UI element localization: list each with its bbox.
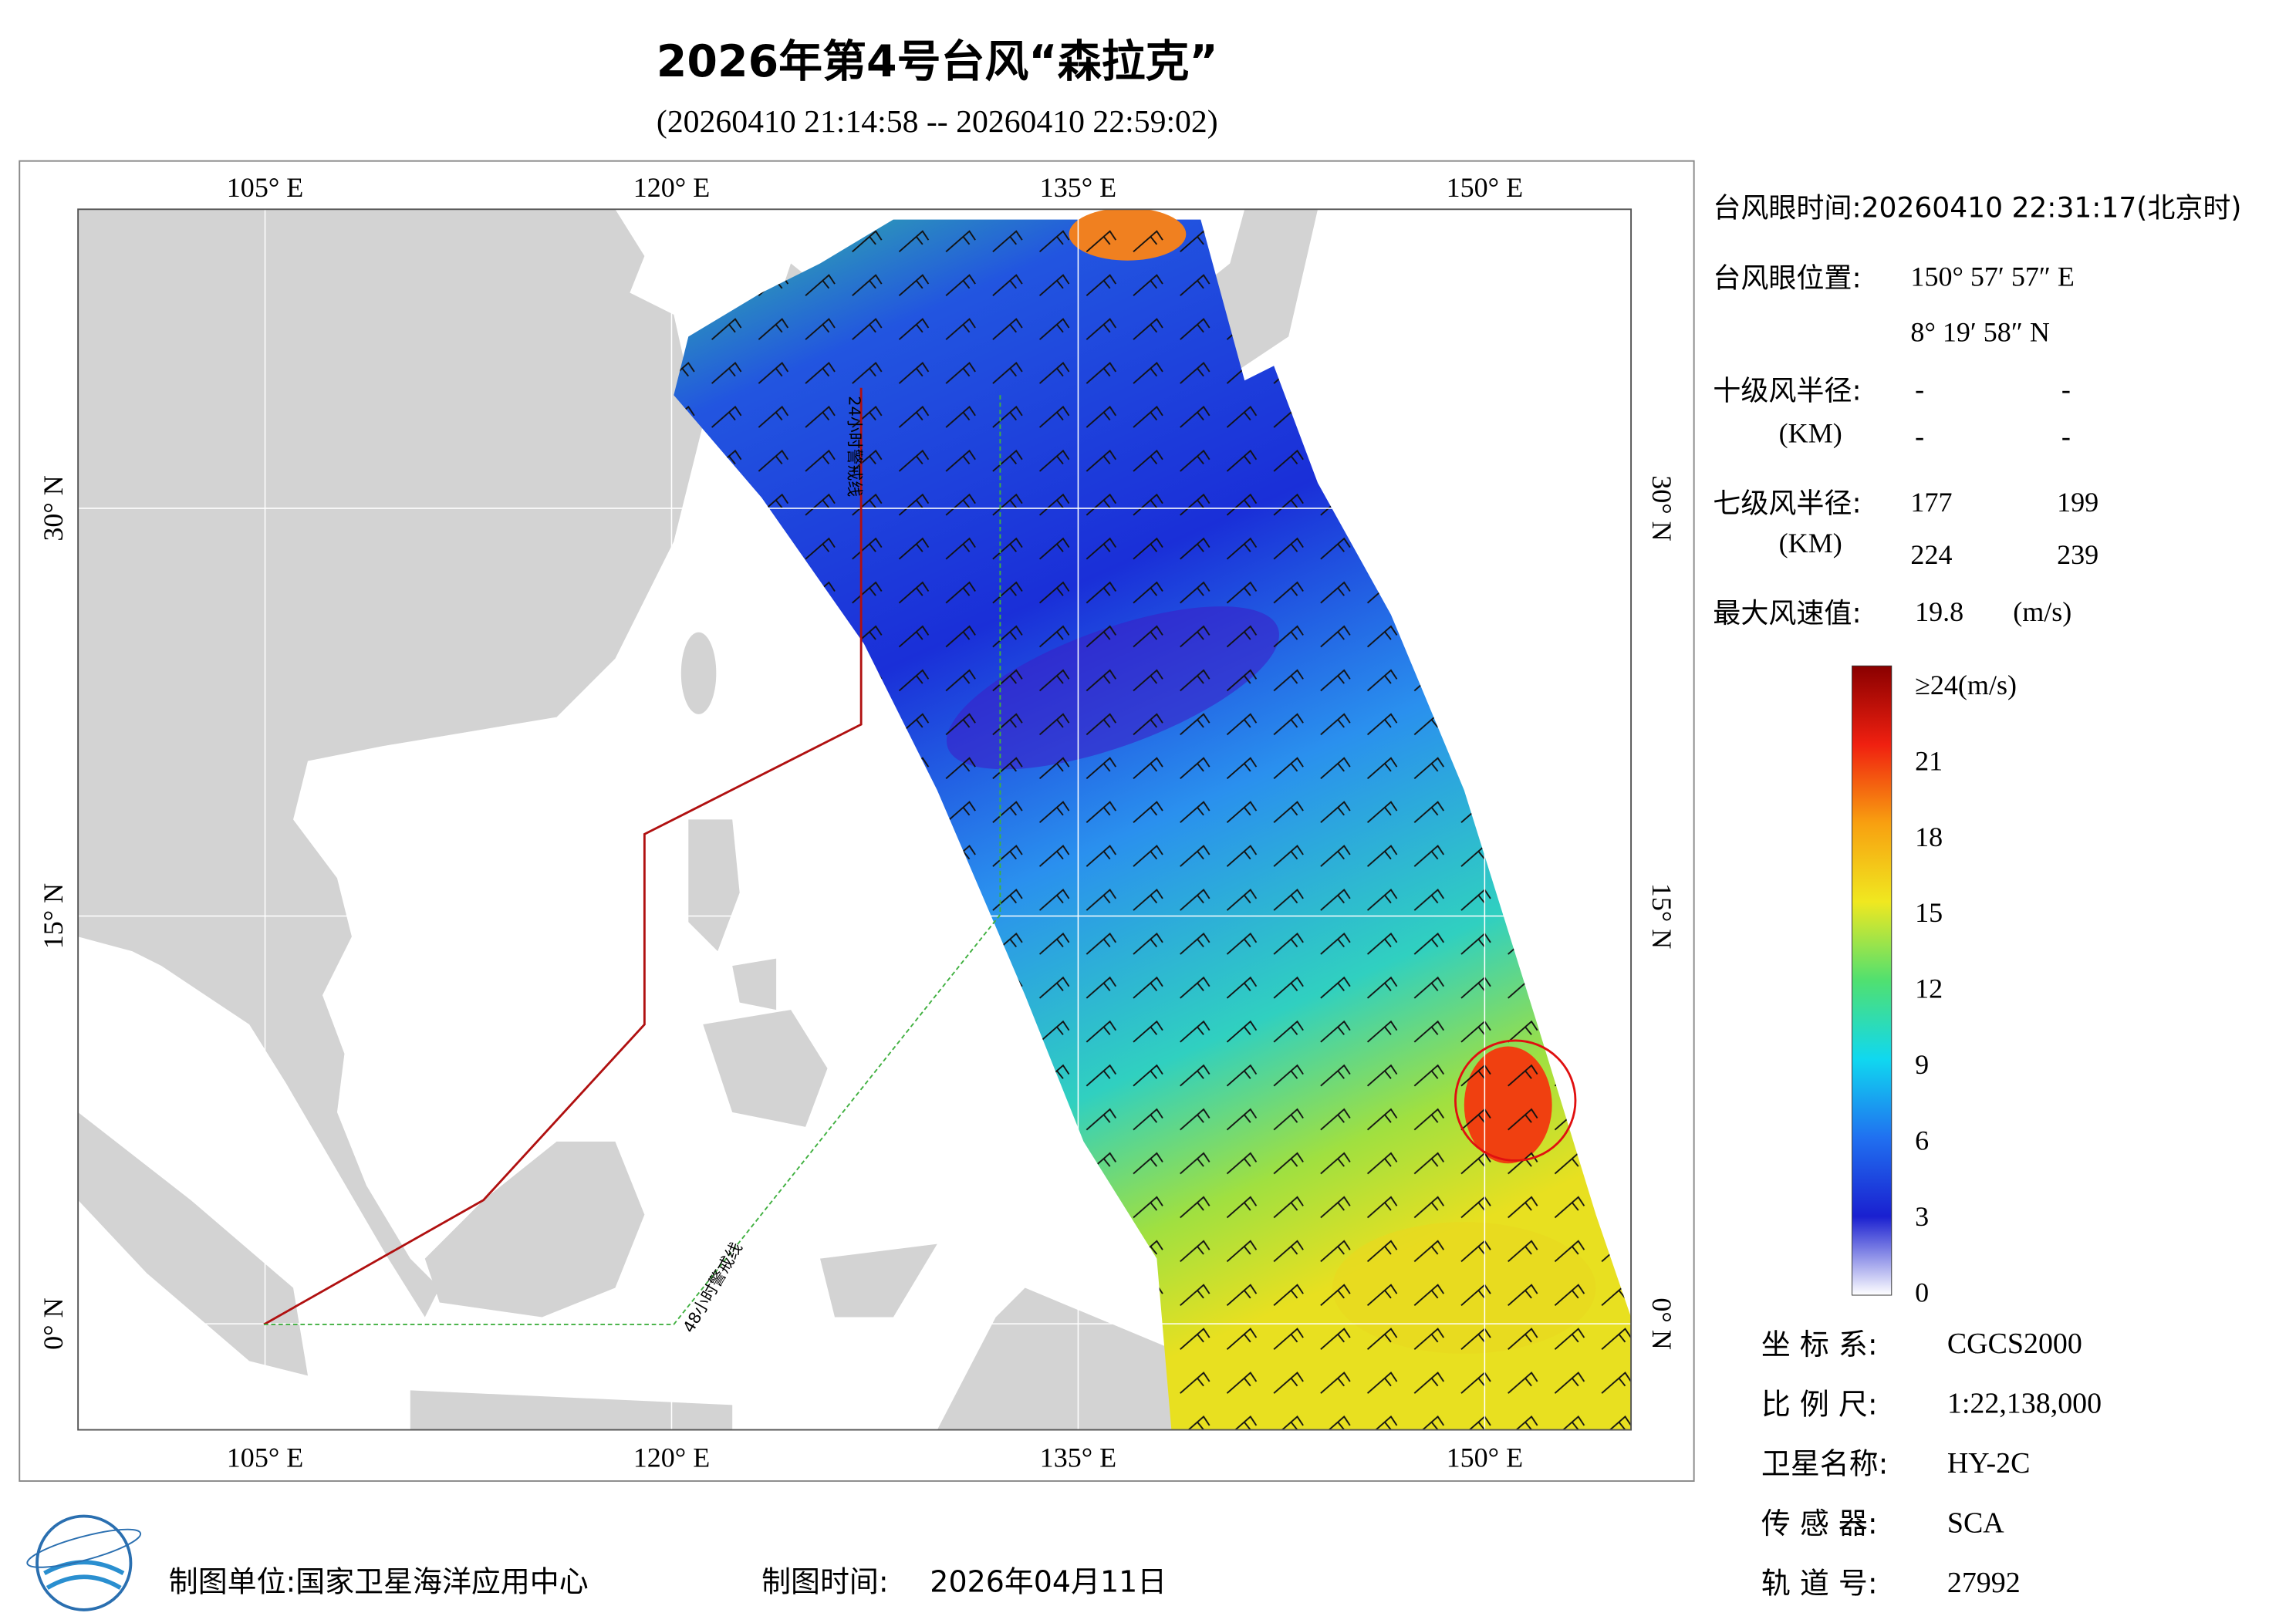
meta-value: 1:22,138,000 <box>1947 1388 2102 1420</box>
info-panel: 台风眼时间:20260410 22:31:17(北京时) 台风眼位置: 150°… <box>1713 192 2241 629</box>
lon-label: 135° E <box>1040 172 1116 203</box>
map-frame <box>19 160 1695 1482</box>
colorbar-label: ≥24(m/s) <box>1915 670 2017 700</box>
warning-label-24h: 24小时警戒线 <box>846 396 864 497</box>
colorbar-label: 9 <box>1915 1049 1929 1080</box>
colorbar-label: 12 <box>1915 973 1943 1004</box>
eye-lat: 8° 19′ 58″ N <box>1910 317 2049 348</box>
meta-label: 坐 标 系: <box>1761 1328 1878 1361</box>
meta-value: CGCS2000 <box>1947 1328 2082 1360</box>
title: 2026年第4号台风“森拉克” <box>657 36 1218 87</box>
r7-value: 199 <box>2057 487 2098 518</box>
meta-label: 轨 道 号: <box>1761 1567 1878 1601</box>
r7-value: 239 <box>2057 539 2098 570</box>
meta-label: 比 例 尺: <box>1761 1387 1878 1421</box>
max-unit: (m/s) <box>2013 596 2071 627</box>
colorbar-label: 6 <box>1915 1125 1929 1156</box>
r7-unit: (KM) <box>1779 528 1842 558</box>
max-value: 19.8 <box>1915 596 1963 627</box>
warning-line-48h <box>264 395 1001 1325</box>
lon-label: 150° E <box>1447 172 1523 203</box>
lon-label: 120° E <box>633 172 710 203</box>
colorbar-label: 3 <box>1915 1201 1929 1232</box>
footer-time: 2026年04月11日 <box>930 1564 1167 1598</box>
r10-value: - <box>2061 374 2071 405</box>
r7-label: 七级风半径: <box>1713 488 1861 520</box>
lat-label: 30° N <box>38 475 69 541</box>
colorbar-label: 0 <box>1915 1277 1929 1308</box>
meta-value: HY-2C <box>1947 1447 2031 1480</box>
lat-label: 30° N <box>1646 475 1677 541</box>
r10-unit: (KM) <box>1779 418 1842 449</box>
typhoon-circle <box>1454 1039 1577 1162</box>
lon-label: 135° E <box>1040 1442 1116 1473</box>
colorbar-label: 15 <box>1915 897 1943 928</box>
subtitle: (20260410 21:14:58 -- 20260410 22:59:02) <box>657 104 1218 140</box>
meta-value: 27992 <box>1947 1567 2021 1599</box>
map-border <box>77 208 1633 1431</box>
meta-label: 传 感 器: <box>1761 1507 1878 1540</box>
r10-value: - <box>2061 420 2071 451</box>
warning-line-24h <box>263 387 863 1326</box>
lat-label: 0° N <box>38 1297 69 1349</box>
max-label: 最大风速值: <box>1713 598 1861 629</box>
lon-label: 120° E <box>633 1442 710 1473</box>
colorbar-label: 18 <box>1915 822 1943 852</box>
eye-time: 台风眼时间:20260410 22:31:17(北京时) <box>1713 192 2241 224</box>
metadata: 坐 标 系: CGCS2000 比 例 尺: 1:22,138,000 卫星名称: HY-… <box>1761 1328 2102 1601</box>
lat-label: 0° N <box>1646 1297 1677 1349</box>
footer-unit: 制图单位:国家卫星海洋应用中心 <box>169 1564 589 1598</box>
r10-label: 十级风半径: <box>1713 375 1861 407</box>
meta-label: 卫星名称: <box>1761 1447 1889 1481</box>
lon-label: 105° E <box>227 172 303 203</box>
map-area: 24小时警戒线 48小时警戒线 <box>78 209 1632 1430</box>
lon-label: 105° E <box>227 1442 303 1473</box>
graticule <box>78 209 1632 1430</box>
r7-value: 224 <box>1910 539 1952 570</box>
lat-label: 15° N <box>1646 883 1677 949</box>
r7-value: 177 <box>1910 487 1952 518</box>
r10-value: - <box>1915 374 1924 405</box>
logo <box>26 1514 142 1611</box>
eye-pos-label: 台风眼位置: <box>1713 262 1861 294</box>
lon-label: 150° E <box>1447 1442 1523 1473</box>
lat-label: 15° N <box>38 883 69 949</box>
eye-lon: 150° 57′ 57″ E <box>1910 262 2074 292</box>
footer-time-label: 制图时间: <box>761 1564 889 1598</box>
r10-value: - <box>1915 420 1924 451</box>
colorbar-label: 21 <box>1915 745 1943 776</box>
colorbar <box>1852 665 1893 1296</box>
wind-barbs <box>674 219 1632 1430</box>
meta-value: SCA <box>1947 1507 2004 1539</box>
